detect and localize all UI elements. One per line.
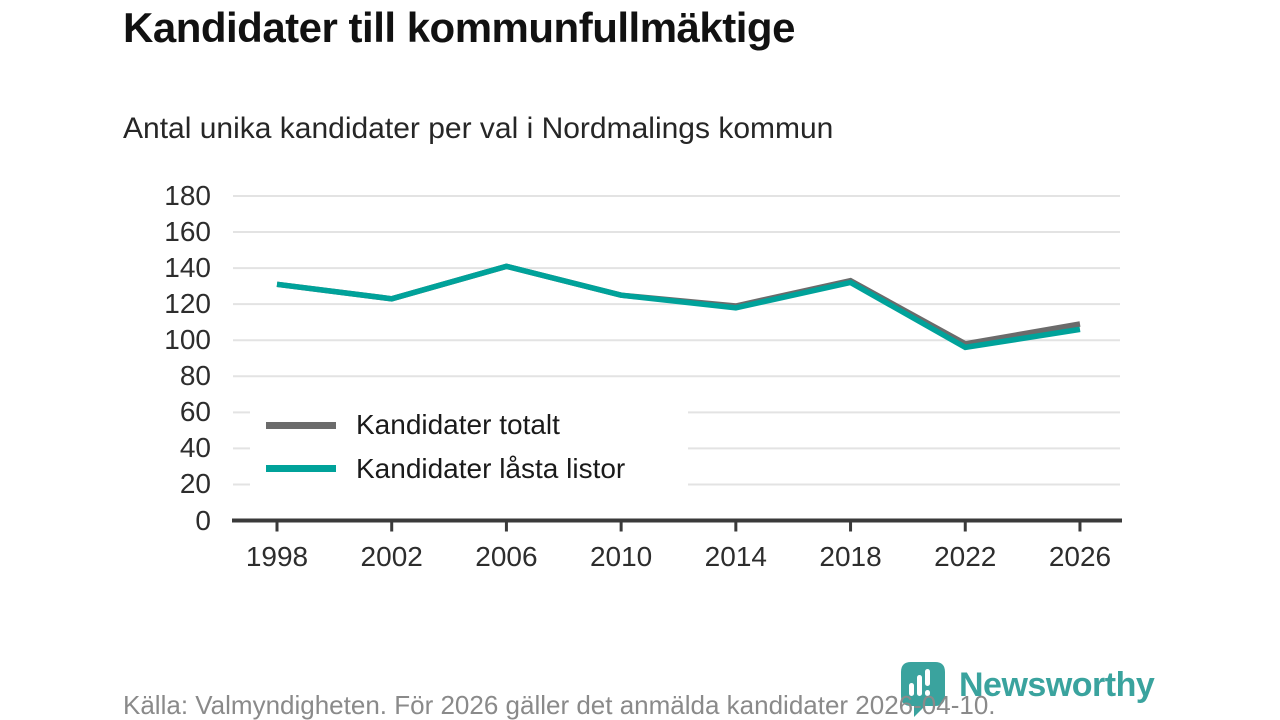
newsworthy-speech-bubble-bars-icon xyxy=(901,662,945,717)
y-tick-label: 80 xyxy=(179,360,211,392)
legend-label-total: Kandidater totalt xyxy=(356,409,560,441)
chart-subtitle: Antal unika kandidater per val i Nordmal… xyxy=(123,112,834,145)
x-tick-label: 2022 xyxy=(934,541,997,572)
y-tick-label: 140 xyxy=(164,252,211,284)
newsworthy-logo-text: Newsworthy xyxy=(959,666,1155,704)
y-tick-label: 100 xyxy=(164,324,211,356)
legend-label-locked-lists: Kandidater låsta listor xyxy=(356,452,626,484)
chart-title: Kandidater till kommunfullmäktige xyxy=(123,4,795,51)
x-tick-label: 2006 xyxy=(475,541,538,572)
y-tick-label: 20 xyxy=(179,468,211,500)
y-tick-label: 160 xyxy=(164,216,211,248)
x-tick-label: 2010 xyxy=(589,541,653,572)
y-tick-label: 0 xyxy=(195,504,211,536)
y-tick-label: 120 xyxy=(164,288,211,320)
newsworthy-logo: Newsworthy xyxy=(901,662,1155,718)
x-tick-label: 2026 xyxy=(1048,541,1112,572)
series-line-1 xyxy=(276,263,1081,351)
legend-swatch-total xyxy=(266,421,336,429)
x-tick-label: 1998 xyxy=(245,541,309,572)
legend-item-locked-lists: Kandidater låsta listor xyxy=(266,453,688,485)
legend-item-total: Kandidater totalt xyxy=(266,409,688,441)
x-tick-label: 2014 xyxy=(704,541,767,572)
legend: Kandidater totalt Kandidater låsta listo… xyxy=(250,398,688,496)
legend-swatch-locked-lists xyxy=(266,465,336,473)
x-tick-label: 2002 xyxy=(360,541,423,572)
y-tick-label: 180 xyxy=(164,180,211,211)
y-tick-label: 60 xyxy=(179,396,211,428)
source-note: Källa: Valmyndigheten. För 2026 gäller d… xyxy=(123,690,996,720)
x-tick-label: 2018 xyxy=(819,541,882,572)
y-tick-label: 40 xyxy=(179,432,211,464)
